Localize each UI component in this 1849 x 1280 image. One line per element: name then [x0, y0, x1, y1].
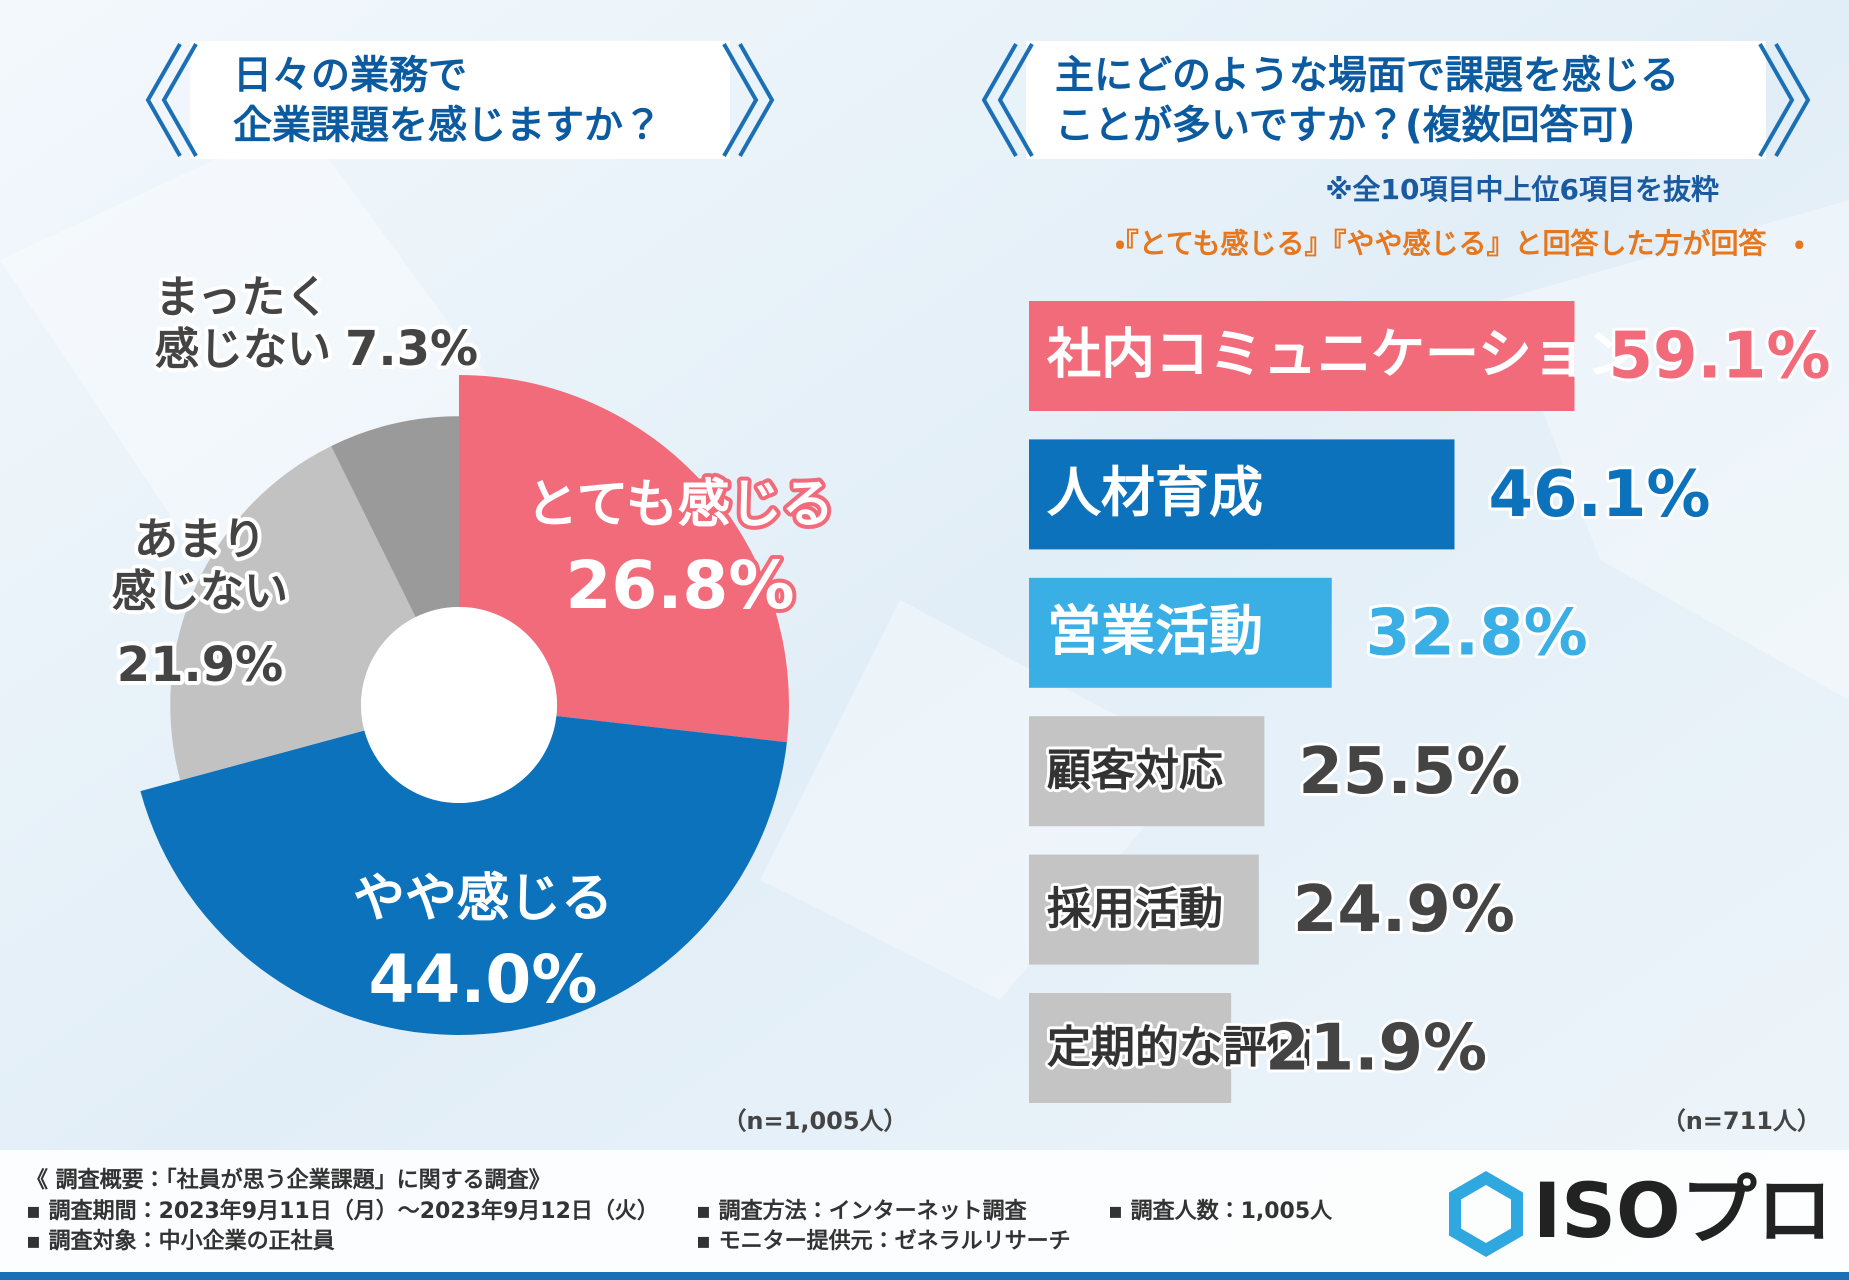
bar-label: 人材育成	[1047, 461, 1263, 524]
bar-value-label: 46.1%	[1489, 458, 1711, 532]
bar	[1029, 993, 1232, 1103]
bar	[1029, 716, 1265, 827]
donut-slice	[140, 716, 787, 1035]
chart-subtitle: ・『とても感じる』『やや感じる』と回答した方が回答 ・	[1115, 227, 1804, 260]
bar-label: 社内コミュニケーション	[1046, 323, 1640, 386]
chart-title: 主にどのような場面で課題を感じる	[1055, 54, 1679, 99]
bar	[1029, 577, 1332, 688]
slice-label: 感じない	[112, 566, 288, 617]
bar-value-label: 59.1%	[1608, 320, 1830, 394]
footer-band	[0, 1150, 1849, 1280]
slice-value-label: 26.8%	[566, 547, 795, 624]
footer-item: ▪ 調査対象：中小企業の正社員	[26, 1228, 335, 1254]
chevrons	[145, 43, 775, 157]
slice-value-label: 7.3%	[345, 321, 478, 377]
donut-slice	[331, 416, 459, 618]
sample-note: （n=1,005人）	[722, 1107, 907, 1135]
chart-title: 日々の業務で	[233, 54, 467, 99]
slice-value-label: 44.0%	[369, 941, 598, 1018]
logo: ISOプロ	[1533, 1166, 1833, 1255]
chevrons	[981, 43, 1811, 157]
bar-label: 定期的な評価	[1047, 1022, 1311, 1073]
bar-label: 顧客対応	[1047, 745, 1223, 796]
bar-value-label: 21.9%	[1265, 1012, 1487, 1086]
footer-item: ▪ モニター提供元：ゼネラルリサーチ	[696, 1228, 1071, 1254]
logo-mark	[1449, 1171, 1523, 1257]
bar	[1029, 439, 1455, 550]
title-box	[190, 41, 730, 159]
slice-label: あまり	[134, 514, 266, 565]
donut-slice	[459, 375, 789, 743]
chart-title: ことが多いですか？(複数回答可)	[1055, 104, 1635, 149]
footer-item: ▪ 調査期間：2023年9月11日（月）～2023年9月12日（火）	[26, 1198, 659, 1224]
footer-item: ▪ 調査人数：1,005人	[1108, 1198, 1333, 1224]
chart-subtitle: ※全10項目中上位6項目を抜粋	[1325, 173, 1719, 206]
slice-label: とても感じる	[526, 475, 834, 535]
chart-title: 企業課題を感じますか？	[233, 104, 662, 149]
bar-label: 営業活動	[1047, 599, 1263, 662]
sample-note: （n=711人）	[1662, 1107, 1821, 1135]
bar	[1029, 301, 1575, 411]
footer-heading: 《 調査概要：「社員が思う企業課題」に関する調査》	[26, 1167, 551, 1193]
bar-label: 採用活動	[1047, 884, 1223, 935]
slice-label: まったく	[155, 272, 329, 323]
footer-line	[0, 1272, 1849, 1280]
bar-value-label: 32.8%	[1366, 596, 1588, 670]
bar	[1029, 854, 1259, 965]
donut-slice	[170, 446, 416, 781]
slice-label: 感じない	[155, 324, 331, 375]
donut-hole	[361, 607, 557, 803]
footer: 《 調査概要：「社員が思う企業課題」に関する調査》 ▪ 調査期間：2023年9月…	[26, 1167, 1333, 1254]
title-box	[1026, 41, 1766, 159]
bar-value-label: 25.5%	[1298, 735, 1520, 809]
bar-value-label: 24.9%	[1293, 873, 1515, 947]
footer-item: ▪ 調査方法：インターネット調査	[696, 1198, 1028, 1224]
slice-label: やや感じる	[353, 869, 613, 929]
slice-value-label: 21.9%	[117, 637, 284, 693]
